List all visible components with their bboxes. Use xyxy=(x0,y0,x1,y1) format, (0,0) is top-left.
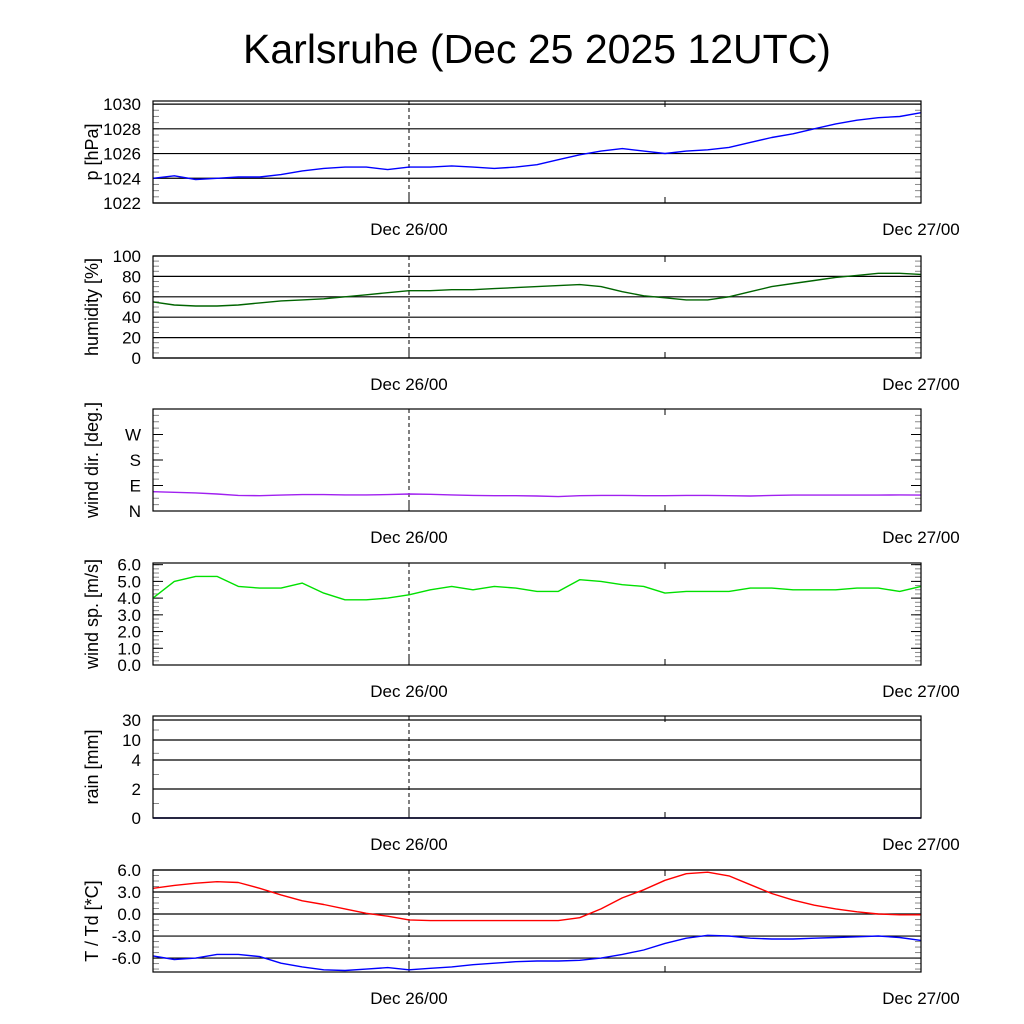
x-tick-label: Dec 26/00 xyxy=(370,528,448,547)
x-tick-label: Dec 26/00 xyxy=(370,989,448,1008)
plot-frame xyxy=(152,562,922,666)
y-tick-label: 6.0 xyxy=(117,556,141,575)
y-tick-label: 80 xyxy=(122,267,141,286)
y-tick-label: 1022 xyxy=(103,194,141,213)
series-line-wind-speed xyxy=(152,575,922,601)
y-tick-label: 3.0 xyxy=(117,606,141,625)
series-line-wind-direction xyxy=(152,491,922,498)
y-tick-label: 0.0 xyxy=(117,656,141,675)
plot-frame xyxy=(152,869,922,973)
y-tick-label: E xyxy=(130,477,141,496)
y-tick-label: W xyxy=(125,426,141,445)
y-tick-label: 6.0 xyxy=(117,861,141,880)
x-tick-label: Dec 26/00 xyxy=(370,220,448,239)
x-tick-label: Dec 27/00 xyxy=(882,220,960,239)
y-tick-label: 1026 xyxy=(103,145,141,164)
y-tick-label: 1024 xyxy=(103,169,141,188)
y-tick-label: 3.0 xyxy=(117,883,141,902)
series-line-humidity xyxy=(152,272,922,307)
panel-temperature: -6.0 -3.0 0.0 3.0 6.0 T / Td [*C] Dec 26/00 Dec… xyxy=(82,861,960,1008)
y-tick-label: S xyxy=(130,451,141,470)
x-tick-label: Dec 27/00 xyxy=(882,835,960,854)
y-tick-label: 4 xyxy=(132,751,141,770)
y-tick-label: 0.0 xyxy=(117,905,141,924)
y-axis-label: p [hPa] xyxy=(82,123,102,180)
y-axis-label: humidity [%] xyxy=(82,258,102,356)
plot-frame xyxy=(152,100,922,204)
y-tick-label: 30 xyxy=(122,711,141,730)
x-tick-label: Dec 27/00 xyxy=(882,682,960,701)
y-tick-label: 40 xyxy=(122,308,141,327)
x-tick-label: Dec 27/00 xyxy=(882,528,960,547)
y-tick-label: 1.0 xyxy=(117,639,141,658)
x-tick-label: Dec 26/00 xyxy=(370,682,448,701)
x-tick-label: Dec 27/00 xyxy=(882,989,960,1008)
y-tick-label: 1028 xyxy=(103,120,141,139)
series-line-p xyxy=(152,112,922,181)
y-tick-label: 2 xyxy=(132,780,141,799)
panel-wind-speed: 0.01.02.03.04.05.06.0 wind sp. [m/s] Dec 2… xyxy=(82,556,960,701)
plot-frame xyxy=(152,715,922,819)
plot-frame xyxy=(152,408,922,512)
y-tick-label: 0 xyxy=(132,809,141,828)
y-axis-label: wind sp. [m/s] xyxy=(82,559,102,670)
y-tick-label: 10 xyxy=(122,731,141,750)
y-tick-label: 0 xyxy=(132,349,141,368)
y-tick-label: 60 xyxy=(122,288,141,307)
y-tick-label: 2.0 xyxy=(117,623,141,642)
y-tick-label: 100 xyxy=(113,247,141,266)
y-axis-label: T / Td [*C] xyxy=(82,880,102,961)
y-tick-label: 5.0 xyxy=(117,572,141,591)
chart-title: Karlsruhe (Dec 25 2025 12UTC) xyxy=(243,26,831,72)
x-tick-label: Dec 26/00 xyxy=(370,375,448,394)
x-tick-label: Dec 26/00 xyxy=(370,835,448,854)
series-line-dewpoint xyxy=(152,934,922,972)
y-tick-label: -3.0 xyxy=(112,927,141,946)
y-axis-label: wind dir. [deg.] xyxy=(82,402,102,519)
x-tick-label: Dec 27/00 xyxy=(882,375,960,394)
y-tick-label: 20 xyxy=(122,329,141,348)
y-axis-label: rain [mm] xyxy=(82,729,102,804)
y-tick-label: N xyxy=(129,502,141,521)
series-line-temperature xyxy=(152,871,921,922)
plot-frame xyxy=(152,255,922,359)
y-tick-label: -6.0 xyxy=(112,949,141,968)
y-tick-label: 1030 xyxy=(103,95,141,114)
y-tick-label: 4.0 xyxy=(117,589,141,608)
